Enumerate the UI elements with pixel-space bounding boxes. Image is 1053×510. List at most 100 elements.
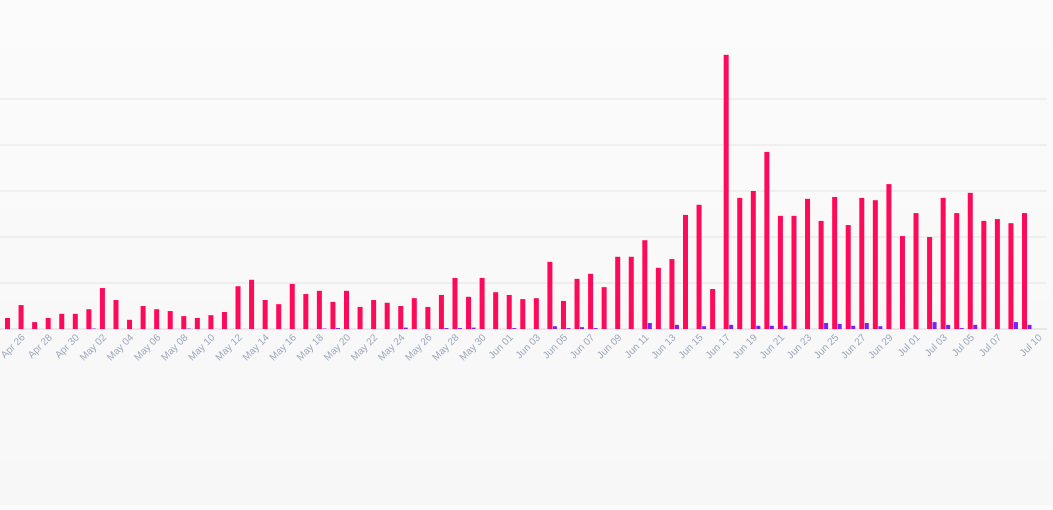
bar — [973, 325, 977, 329]
x-tick-label: May 16 — [268, 332, 299, 363]
x-tick-label: May 10 — [187, 332, 218, 363]
bar — [73, 314, 78, 329]
bar — [398, 306, 403, 329]
x-tick-label: Jun 17 — [704, 332, 733, 361]
bar — [507, 295, 512, 329]
bar — [602, 287, 607, 329]
bar — [675, 325, 679, 329]
x-tick-label: May 02 — [78, 332, 109, 363]
bar — [927, 237, 932, 329]
x-tick-label: Jun 25 — [812, 332, 841, 361]
bar — [941, 198, 946, 329]
bar — [710, 289, 715, 329]
bar — [553, 326, 557, 329]
x-tick-label: Jul 03 — [923, 332, 950, 359]
bar — [824, 323, 828, 329]
x-tick-label: May 18 — [295, 332, 326, 363]
bar — [615, 257, 620, 329]
bar — [404, 328, 408, 329]
bar — [594, 328, 598, 329]
bar — [981, 221, 986, 329]
bar — [737, 198, 742, 329]
x-tick-label: Jun 13 — [650, 332, 679, 361]
bar — [588, 274, 593, 329]
bar — [764, 152, 769, 329]
bar — [756, 326, 760, 329]
bar — [960, 328, 964, 329]
bar — [778, 216, 783, 329]
x-tick-label: May 04 — [105, 332, 136, 363]
x-tick-label: Jul 01 — [896, 332, 923, 359]
bar — [702, 326, 706, 329]
x-tick-label: Jun 03 — [514, 332, 543, 361]
x-tick-label: Jul 10 — [1018, 332, 1045, 359]
x-tick-label: May 28 — [431, 332, 462, 363]
bar — [290, 284, 295, 329]
x-tick-label: Jul 07 — [977, 332, 1004, 359]
bar — [452, 278, 457, 329]
x-tick-label: May 20 — [322, 332, 353, 363]
bar — [642, 240, 647, 329]
bar — [561, 301, 566, 329]
bar — [770, 326, 774, 329]
bar — [480, 278, 485, 329]
x-tick-label: May 26 — [404, 332, 435, 363]
bar — [954, 213, 959, 329]
bar — [783, 326, 787, 329]
bar — [100, 288, 105, 329]
bar — [317, 291, 322, 329]
bar — [683, 215, 688, 329]
bar — [805, 199, 810, 329]
bar — [385, 303, 390, 329]
bar — [629, 257, 634, 329]
x-tick-label: Apr 28 — [26, 332, 55, 361]
bar — [276, 304, 281, 329]
x-tick-label: Jun 23 — [785, 332, 814, 361]
bar — [886, 184, 891, 329]
bar — [263, 300, 268, 329]
bar — [859, 198, 864, 329]
bar — [358, 307, 363, 329]
x-tick-label: Jun 11 — [623, 332, 652, 361]
bar — [946, 325, 950, 329]
bar — [19, 305, 24, 329]
bar — [249, 280, 254, 329]
bar — [59, 314, 64, 329]
bar — [851, 326, 855, 329]
bar — [575, 279, 580, 329]
bar — [512, 328, 516, 329]
bar — [32, 322, 37, 329]
bar — [520, 299, 525, 329]
bar — [344, 291, 349, 329]
bar — [181, 316, 186, 329]
x-tick-label: Jun 09 — [595, 332, 624, 361]
bar — [86, 309, 91, 329]
bar — [656, 268, 661, 329]
bar — [566, 328, 570, 329]
x-tick-label: May 06 — [132, 332, 163, 363]
bar — [1028, 325, 1032, 329]
bar — [493, 292, 498, 329]
bar — [439, 295, 444, 329]
bar — [933, 322, 937, 329]
bar — [751, 191, 756, 329]
bar — [127, 320, 132, 329]
x-tick-label: May 14 — [241, 332, 272, 363]
bar — [425, 307, 430, 329]
bar — [371, 300, 376, 329]
bar — [995, 219, 1000, 329]
bar — [154, 309, 159, 329]
x-tick-label: Jul 05 — [950, 332, 977, 359]
bar — [534, 298, 539, 329]
bar — [466, 297, 471, 329]
bar — [195, 318, 200, 329]
bar — [458, 328, 462, 329]
bar — [791, 216, 796, 329]
bar — [46, 318, 51, 329]
x-tick-label: May 24 — [376, 332, 407, 363]
bar — [968, 193, 973, 329]
x-tick-label: May 12 — [214, 332, 245, 363]
x-tick-label: Apr 26 — [0, 332, 28, 361]
bar — [865, 323, 869, 329]
